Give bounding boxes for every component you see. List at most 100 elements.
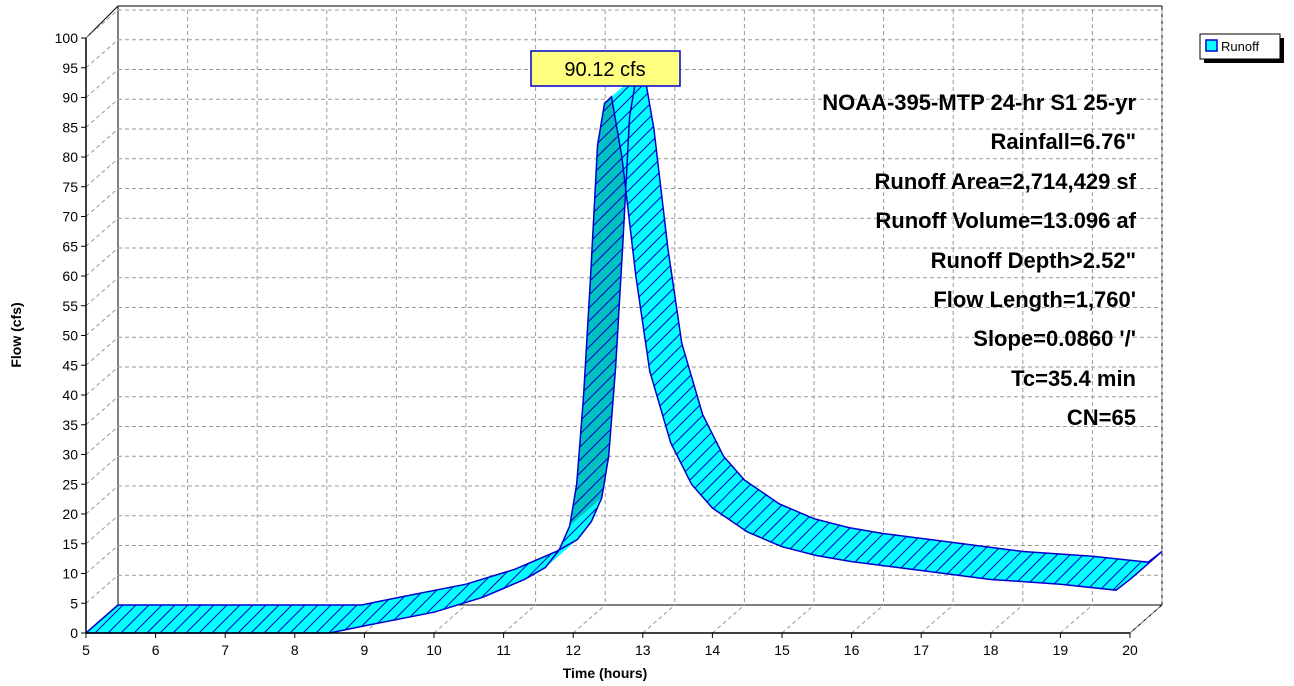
grid-line-diag [85,247,119,277]
y-tick-label: 65 [62,238,78,254]
runoff-start-edge [85,604,119,634]
grid-line-floor [503,604,536,634]
annotation-block: NOAA-395-MTP 24-hr S1 25-yr Rainfall=6.7… [822,90,1136,430]
y-tick-label: 90 [62,90,78,106]
y-tick-label: 60 [62,268,78,284]
grid-line-floor [990,604,1024,634]
runoff-ribbon-segment [590,117,630,276]
runoff-ribbon-segment [691,456,745,509]
grid-line-diag [85,277,119,307]
peak-label: 90.12 cfs [530,50,681,87]
grid-line-diag [85,217,119,247]
grid-line-diag [85,98,119,128]
legend-swatch [1205,39,1218,52]
runoff-area [85,67,1163,634]
x-tick-label: 7 [221,642,229,658]
grid-line-diag [85,39,119,69]
x-tick-label: 6 [152,642,160,658]
y-tick-label: 75 [62,179,78,195]
annotation-tc: Tc=35.4 min [1011,366,1136,391]
y-tick-label: 70 [62,209,78,225]
runoff-ribbon-segment [86,605,362,633]
runoff-ribbon-segment [503,551,557,589]
grid-line-diag [85,307,119,336]
x-tick-label: 10 [426,642,442,658]
y-tick-label: 15 [62,536,78,552]
runoff-ribbon-segment [649,343,703,443]
y-tick-label: 55 [62,298,78,314]
runoff-ribbon-segment [576,367,616,485]
y-tick-label: 0 [70,625,78,641]
annotation-runoff-depth: Runoff Depth>2.52" [931,248,1136,273]
runoff-front-line [86,95,1131,634]
grid-line-diag [85,69,119,98]
runoff-ribbon-segment [621,129,668,276]
legend-label: Runoff [1221,39,1259,54]
grid-line-diag [85,158,119,188]
runoff-ribbon-segment [670,414,724,485]
grid-line-diag [85,426,119,455]
x-tick-label: 13 [635,642,651,658]
y-tick-label: 25 [62,476,78,492]
runoff-ribbon-segment [851,533,954,571]
peak-label-text: 90.12 cfs [564,59,645,81]
x-tick-label: 18 [983,642,999,658]
runoff-ribbon-segment [782,518,849,556]
runoff-ribbon-segment [434,569,515,613]
runoff-ribbon-segment [990,551,1093,585]
grid-line-floor [1129,604,1163,634]
grid-line-diag [85,188,119,217]
y-axis-ticks: 0 5 10 15 20 25 30 35 40 45 50 55 60 65 70 75 80 85 90 95 10… [55,30,86,641]
x-axis-title: Time (hours) [563,665,648,681]
x-tick-label: 20 [1122,642,1138,658]
grid-line-floor [920,604,954,634]
annotation-runoff-volume: Runoff Volume=13.096 af [875,208,1136,233]
x-tick-label: 12 [565,642,581,658]
y-tick-label: 45 [62,357,78,373]
runoff-ribbon-segment [816,527,884,562]
y-tick-label: 30 [62,447,78,463]
grid-line-floor [712,604,745,634]
x-tick-label: 5 [82,642,90,658]
runoff-ribbon-segment [747,503,814,547]
peak-label-box [530,50,681,87]
x-tick-label: 17 [913,642,929,658]
runoff-ribbon-segment [364,584,466,626]
grid-line-floor [572,604,606,634]
runoff-ribbon-segment [482,560,536,598]
y-tick-label: 95 [62,60,78,76]
grid-line-diag [85,574,119,604]
legend: Runoff [1199,33,1284,63]
runoff-ribbon-segment [559,497,602,550]
annotation-slope: Slope=0.0860 '/' [973,326,1136,351]
y-tick-label: 20 [62,506,78,522]
annotation-runoff-area: Runoff Area=2,714,429 sf [875,169,1137,194]
x-tick-label: 11 [496,642,511,658]
grid-line-floor [851,604,884,634]
grid-line-diag [85,396,119,426]
grid-line-diag [85,455,119,485]
y-tick-label: 5 [70,595,78,611]
annotation-flow-length: Flow Length=1,760' [933,287,1136,312]
x-tick-label: 8 [291,642,299,658]
grid-line-diag [85,366,119,396]
grid-line-diag [85,545,119,574]
runoff-ribbon-segment [329,597,397,633]
y-tick-label: 40 [62,387,78,403]
runoff-ribbon-segment [1060,556,1149,591]
y-axis-title: Flow (cfs) [8,302,24,367]
grid-line-diag [85,336,119,366]
y-tick-label: 100 [55,30,79,46]
grid-line-floor [433,604,467,634]
x-tick-label: 19 [1053,642,1069,658]
x-tick-label: 16 [844,642,860,658]
runoff-ribbon-segment [611,68,654,157]
x-tick-label: 9 [361,642,369,658]
runoff-end-edge [1129,550,1163,581]
y-tick-label: 10 [62,566,78,582]
annotation-cn: CN=65 [1067,405,1136,430]
runoff-ribbon-segment [921,542,1023,580]
y-tick-label: 35 [62,417,78,433]
grid-line-diag [85,9,119,39]
